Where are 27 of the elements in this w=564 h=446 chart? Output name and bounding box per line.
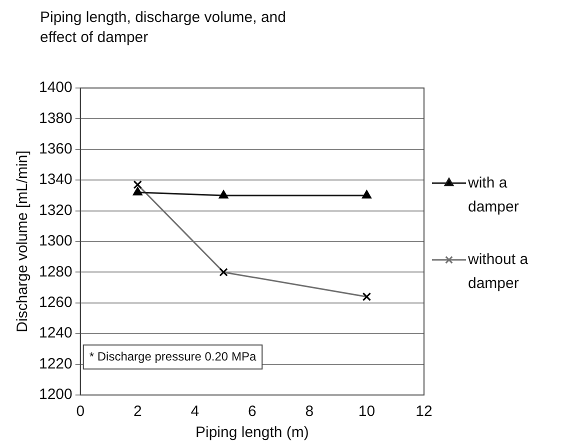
x-tick-label: 4 [190,403,200,420]
point [132,186,142,196]
y-tick-label: 1380 [38,110,72,127]
x-tick-label: 12 [416,403,432,420]
x-tick-label: 6 [248,403,256,420]
y-tick-label: 1400 [38,79,72,96]
x-axis-title: Piping length (m) [195,424,309,442]
y-axis-title: Discharge volume [mL/min] [14,150,32,332]
y-tick-label: 1240 [38,324,72,342]
y-tick-label: 1260 [38,294,72,312]
y-tick-label: 1220 [38,355,72,372]
x-tick-label: 2 [133,403,142,420]
y-tick-label: 1340 [38,171,72,188]
legend-label: without a damper [467,251,529,292]
point [362,190,372,198]
chart-title: Piping length, discharge volume, and effect of damper [40,8,287,48]
annotation: * Discharge pressure 0.20 MPa [89,349,256,364]
point [218,190,228,198]
y-tick-label: 1360 [38,140,72,158]
y-tick-label: 1320 [38,202,72,219]
y-tick-label: 1200 [38,386,72,404]
x-tick-label: 8 [305,403,314,420]
legend-label: with a damper [467,174,519,216]
x-tick-label: 0 [76,403,85,420]
y-tick-label: 1280 [38,263,72,280]
x-tick-label: 10 [358,403,376,420]
y-tick-label: 1300 [38,232,72,250]
